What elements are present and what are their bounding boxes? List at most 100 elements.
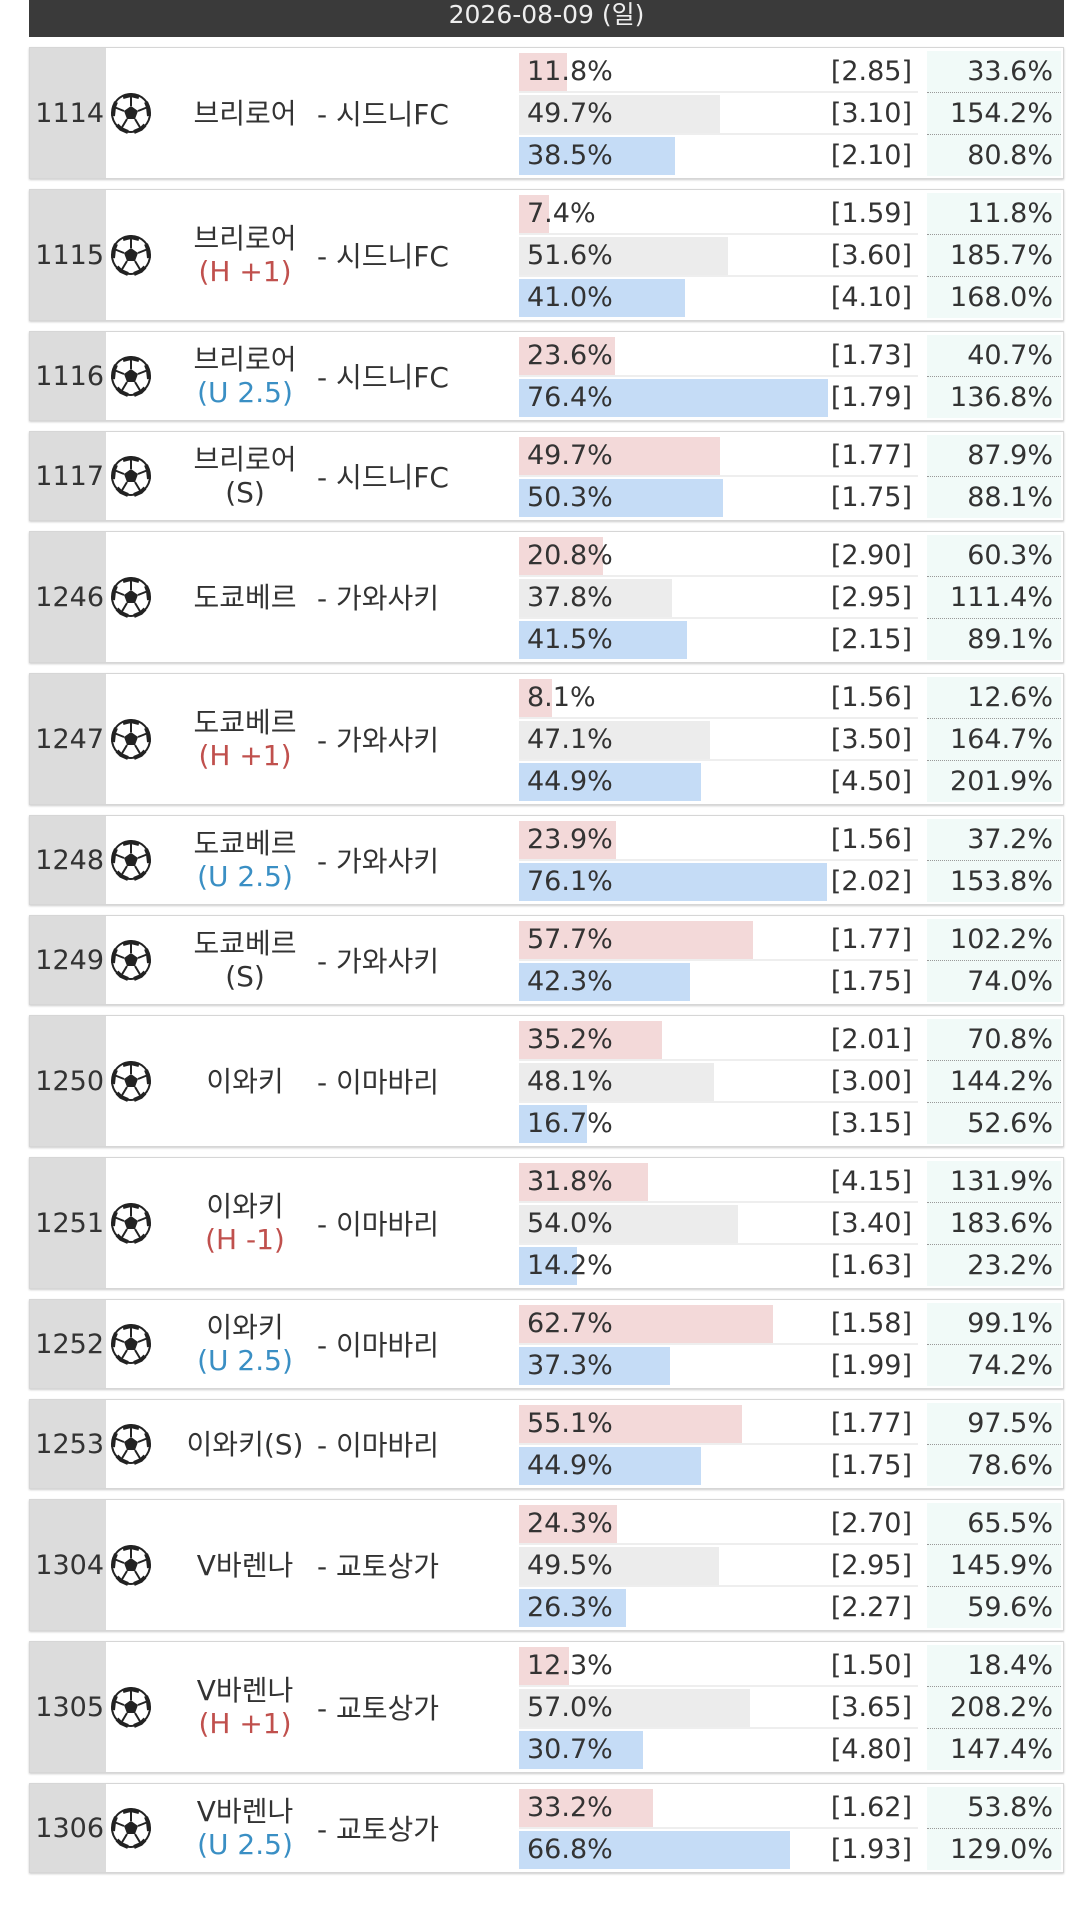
odds: [1.79]: [830, 382, 912, 413]
home-team: 이와키: [206, 1064, 284, 1098]
pct-label: 41.0%: [527, 282, 613, 313]
odds: [1.56]: [830, 682, 912, 713]
handicap: (H +1): [198, 255, 292, 288]
option-line: 44.9% [1.75]: [519, 1445, 918, 1487]
pct-label: 31.8%: [527, 1166, 613, 1197]
team-cell: 이와키 (H -1): [152, 1158, 338, 1288]
ball-icon: [110, 1060, 152, 1106]
pct-label: 33.2%: [527, 1792, 613, 1823]
away-team: - 이마바리: [317, 1066, 440, 1099]
match-row: 1114 브리로어 - 시드니FC 11.8% [2.85] 49.7% [3.10] 38.…: [29, 47, 1064, 179]
pct-bar: [519, 537, 604, 575]
pct-label: 57.0%: [527, 1692, 613, 1723]
match-id: 1252: [30, 1300, 106, 1388]
odds: [2.10]: [830, 140, 912, 171]
home-team: 브리로어: [193, 343, 297, 376]
returns: 11.8% 185.7% 168.0%: [927, 193, 1061, 318]
match-list: 1114 브리로어 - 시드니FC 11.8% [2.85] 49.7% [3.10] 38.…: [29, 47, 1064, 1883]
options: 8.1% [1.56] 47.1% [3.50] 44.9% [4.50]: [519, 677, 918, 803]
pct-label: 51.6%: [527, 240, 613, 271]
odds: [2.95]: [830, 1550, 912, 1581]
returns: 37.2% 153.8%: [927, 819, 1061, 902]
pct-bar: [519, 1105, 587, 1143]
home-team: 이와키: [206, 1311, 284, 1344]
odds: [3.65]: [830, 1692, 912, 1723]
return-rate: 99.1%: [927, 1303, 1061, 1345]
match-id: 1116: [30, 332, 106, 420]
pct-bar: [519, 621, 688, 659]
options: 62.7% [1.58] 37.3% [1.99]: [519, 1303, 918, 1387]
pct-label: 26.3%: [527, 1592, 613, 1623]
away-team: - 시드니FC: [317, 461, 449, 494]
ball-icon: [110, 234, 152, 280]
return-rate: 168.0%: [950, 282, 1053, 313]
pct-label: 49.7%: [527, 98, 613, 129]
return-rate: 144.2%: [927, 1061, 1061, 1103]
pct-label: 38.5%: [527, 140, 613, 171]
pct-label: 7.4%: [527, 198, 596, 229]
team-cell: 이와키 (U 2.5): [152, 1300, 338, 1388]
pct-label: 16.7%: [527, 1108, 613, 1139]
pct-bar: [519, 1347, 671, 1385]
options: 11.8% [2.85] 49.7% [3.10] 38.5% [2.10]: [519, 51, 918, 177]
match-row: 1252 이와키 (U 2.5) - 이마바리 62.7% [1.58] 37.3% [1.9…: [29, 1299, 1064, 1389]
return-rate: 183.6%: [927, 1203, 1061, 1245]
odds: [3.10]: [830, 98, 912, 129]
return-rate: 60.3%: [927, 535, 1061, 577]
pct-label: 8.1%: [527, 682, 596, 713]
option-line: 54.0% [3.40]: [519, 1203, 918, 1245]
home-team: V바렌나: [196, 1674, 294, 1707]
match-id: 1305: [30, 1642, 106, 1772]
odds: [1.77]: [830, 1408, 912, 1439]
separator: [519, 959, 918, 961]
team-cell: V바렌나: [152, 1500, 338, 1630]
pct-bar: [519, 1063, 714, 1101]
team-cell: 이와키(S): [152, 1400, 338, 1488]
return-rate: 80.8%: [967, 140, 1053, 171]
odds: [4.10]: [830, 282, 912, 313]
team-cell: 브리로어: [152, 48, 338, 178]
match-row: 1251 이와키 (H -1) - 이마바리 31.8% [4.15] 54.0% [3.40…: [29, 1157, 1064, 1289]
returns: 97.5% 78.6%: [927, 1403, 1061, 1486]
odds: [2.70]: [830, 1508, 912, 1539]
odds: [1.50]: [830, 1650, 912, 1681]
pct-bar: [519, 821, 616, 859]
return-rate: 153.8%: [950, 866, 1053, 897]
match-id: 1306: [30, 1784, 106, 1872]
pct-bar: [519, 379, 829, 417]
team-cell: 이와키: [152, 1016, 338, 1146]
separator: [519, 759, 918, 761]
option-line: 48.1% [3.00]: [519, 1061, 918, 1103]
option-line: 49.5% [2.95]: [519, 1545, 918, 1587]
option-line: 76.4% [1.79]: [519, 377, 918, 419]
team-cell: 브리로어 (S): [152, 432, 338, 520]
return-rate: 65.5%: [927, 1503, 1061, 1545]
option-line: 23.9% [1.56]: [519, 819, 918, 861]
pct-label: 37.8%: [527, 582, 613, 613]
returns: 60.3% 111.4% 89.1%: [927, 535, 1061, 660]
pct-label: 54.0%: [527, 1208, 613, 1239]
option-line: 12.3% [1.50]: [519, 1645, 918, 1687]
return-rate: 70.8%: [927, 1019, 1061, 1061]
option-line: 16.7% [3.15]: [519, 1103, 918, 1145]
pct-label: 30.7%: [527, 1734, 613, 1765]
home-team: 도쿄베르: [193, 827, 297, 860]
match-row: 1250 이와키 - 이마바리 35.2% [2.01] 48.1% [3.00] 16.7%…: [29, 1015, 1064, 1147]
odds: [1.75]: [830, 482, 912, 513]
pct-bar: [519, 53, 567, 91]
return-rate: 11.8%: [927, 193, 1061, 235]
return-rate: 89.1%: [967, 624, 1053, 655]
odds: [2.90]: [830, 540, 912, 571]
option-line: 37.8% [2.95]: [519, 577, 918, 619]
return-rate: 87.9%: [927, 435, 1061, 477]
separator: [519, 1543, 918, 1545]
options: 7.4% [1.59] 51.6% [3.60] 41.0% [4.10]: [519, 193, 918, 319]
separator: [519, 233, 918, 235]
pct-label: 49.5%: [527, 1550, 613, 1581]
away-team: - 교토상가: [317, 1550, 440, 1583]
odds: [1.62]: [830, 1792, 912, 1823]
away-team: - 교토상가: [317, 1813, 440, 1846]
match-row: 1117 브리로어 (S) - 시드니FC 49.7% [1.77] 50.3% [1.75]…: [29, 431, 1064, 521]
options: 24.3% [2.70] 49.5% [2.95] 26.3% [2.27]: [519, 1503, 918, 1629]
handicap: (H +1): [198, 739, 292, 772]
